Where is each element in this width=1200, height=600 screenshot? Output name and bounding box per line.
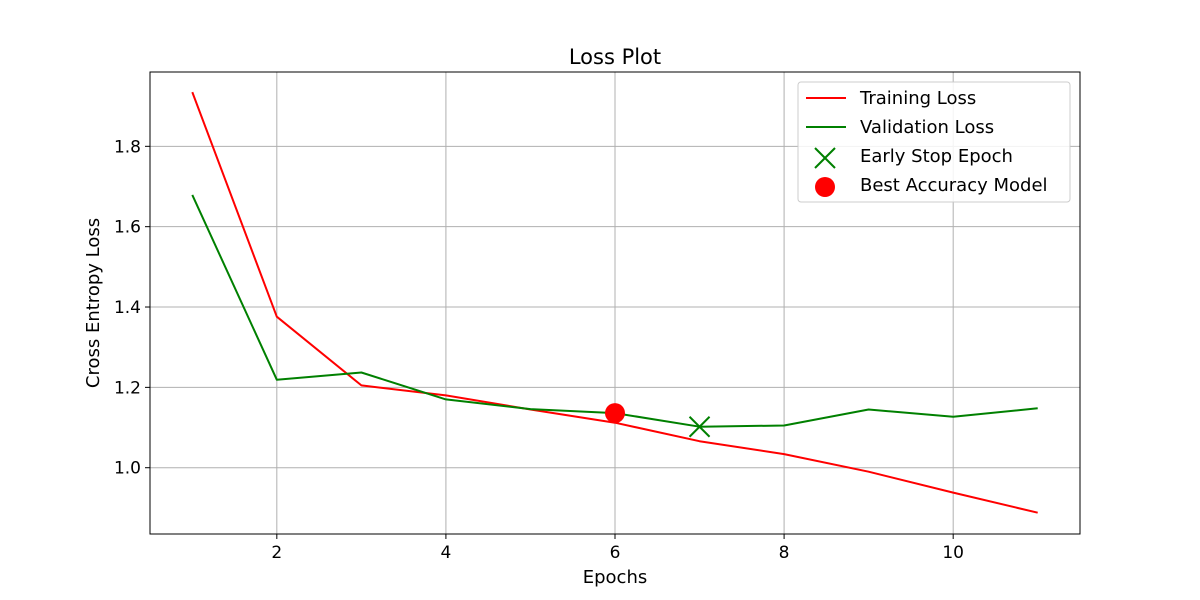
legend-item: Best Accuracy Model [815,175,1048,197]
x-tick-label: 6 [610,543,621,563]
early-stop-marker [688,416,711,438]
x-axis-label: Epochs [583,567,648,588]
legend-label: Training Loss [859,88,976,109]
legend-item: Early Stop Epoch [814,146,1013,169]
best-accuracy-marker [815,177,835,197]
y-tick-label: 1.6 [114,218,141,238]
markers [605,403,711,438]
x-tick-label: 4 [440,543,451,563]
legend-box [797,81,1071,203]
chart-title: Loss Plot [569,45,661,69]
legend: Training Loss Validation Loss Early Stop E… [797,81,1071,203]
legend-label: Best Accuracy Model [860,175,1048,196]
y-axis-label: Cross Entropy Loss [83,218,104,388]
legend-label: Early Stop Epoch [860,146,1013,167]
y-tick-label: 1.4 [114,298,141,318]
x-tick-label: 2 [271,543,282,563]
x-tick-label: 8 [779,543,790,563]
best-accuracy-marker [605,403,625,424]
y-tick-label: 1.8 [114,137,141,157]
legend-item: Training Loss [806,88,976,109]
early-stop-marker [814,147,836,169]
x-tick-label: 10 [942,543,964,563]
y-tick-label: 1.2 [114,378,141,398]
legend-label: Validation Loss [860,117,994,138]
y-tick-label: 1.0 [114,459,141,479]
legend-item: Validation Loss [806,117,994,138]
ticks: 2 4 6 8 10 1.0 1.2 1.4 1.6 1.8 [114,137,964,563]
